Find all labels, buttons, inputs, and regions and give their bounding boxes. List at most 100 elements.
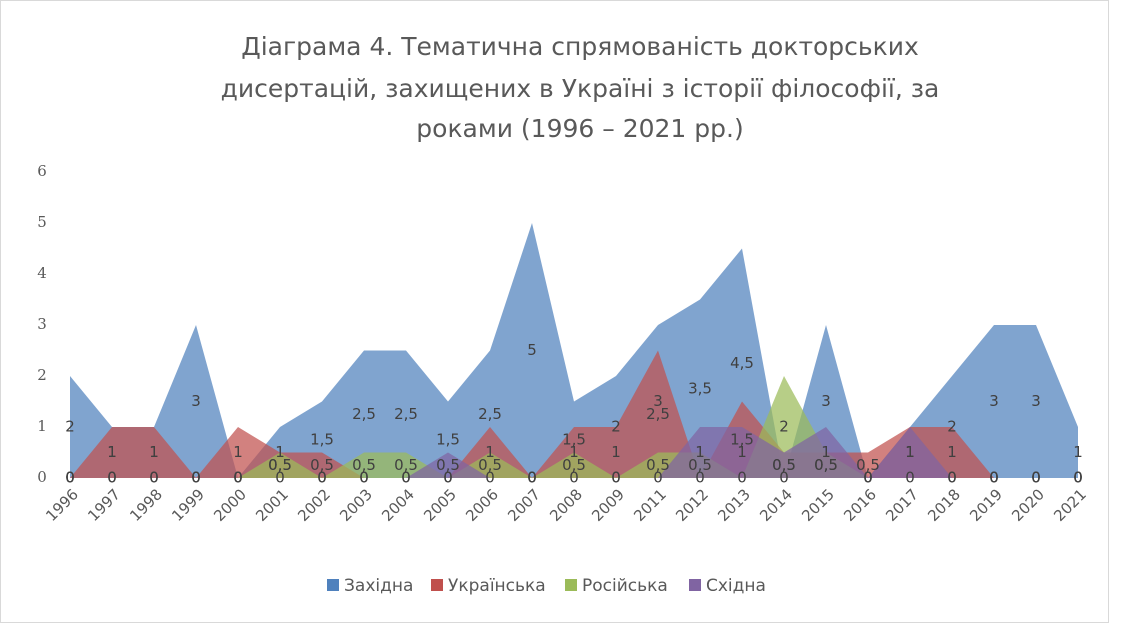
y-tick-label: 3 xyxy=(37,315,47,333)
data-label: 0 xyxy=(611,469,621,487)
data-label: 0 xyxy=(233,469,243,487)
data-label: 2,5 xyxy=(352,405,376,423)
data-label: 2 xyxy=(779,418,789,436)
data-label: 0 xyxy=(527,469,537,487)
y-tick-label: 6 xyxy=(37,162,47,180)
data-label: 0 xyxy=(527,469,537,487)
legend-swatch xyxy=(431,579,443,591)
data-label: 0 xyxy=(695,469,705,487)
data-label: 0 xyxy=(65,469,75,487)
data-label: 0 xyxy=(485,469,495,487)
data-label: 0 xyxy=(443,469,453,487)
data-label: 0 xyxy=(863,469,873,487)
data-label: 0 xyxy=(737,469,747,487)
data-label: 0,5 xyxy=(352,456,376,474)
data-label: 0 xyxy=(1031,469,1041,487)
data-label: 0,5 xyxy=(814,456,838,474)
data-label: 0 xyxy=(947,469,957,487)
data-label: 1,5 xyxy=(562,430,586,448)
data-label: 0,5 xyxy=(688,456,712,474)
data-label: 1 xyxy=(149,443,159,461)
data-label: 1,5 xyxy=(730,430,754,448)
data-label: 1 xyxy=(821,443,831,461)
data-label: 1 xyxy=(485,443,495,461)
data-label: 0,5 xyxy=(772,456,796,474)
data-label: 2 xyxy=(65,418,75,436)
data-label: 5 xyxy=(527,341,537,359)
legend-swatch xyxy=(565,579,577,591)
data-label: 0 xyxy=(401,469,411,487)
area xyxy=(70,427,1078,478)
data-label: 0 xyxy=(989,469,999,487)
legend-swatch xyxy=(689,579,701,591)
data-label: 0 xyxy=(611,469,621,487)
data-label: 0 xyxy=(149,469,159,487)
data-label: 0 xyxy=(989,469,999,487)
data-label: 0 xyxy=(779,469,789,487)
data-label: 2,5 xyxy=(394,405,418,423)
data-label: 0,5 xyxy=(562,456,586,474)
y-tick-label: 1 xyxy=(37,417,47,435)
data-label: 0 xyxy=(1073,469,1083,487)
legend-label: Західна xyxy=(344,576,413,596)
data-label: 0 xyxy=(653,469,663,487)
data-label: 0 xyxy=(191,469,201,487)
data-label: 1,5 xyxy=(436,430,460,448)
data-label: 4,5 xyxy=(730,354,754,372)
data-label: 3 xyxy=(1031,392,1041,410)
data-label: 1 xyxy=(107,443,117,461)
data-label: 0,5 xyxy=(646,456,670,474)
data-label: 0 xyxy=(317,469,327,487)
data-label: 3 xyxy=(821,392,831,410)
data-label: 0,5 xyxy=(268,456,292,474)
data-label: 1 xyxy=(1073,443,1083,461)
chart-title: Діаграма 4. Тематична спрямованість докт… xyxy=(241,32,919,61)
data-label: 0,5 xyxy=(436,456,460,474)
legend-label: Українська xyxy=(448,576,546,596)
data-label: 1 xyxy=(611,443,621,461)
chart-title: дисертацій, захищених в Україні з історі… xyxy=(221,74,940,103)
data-label: 3 xyxy=(653,392,663,410)
data-label: 0 xyxy=(233,469,243,487)
data-label: 0 xyxy=(275,469,285,487)
data-label: 0 xyxy=(317,469,327,487)
data-label: 0 xyxy=(863,469,873,487)
data-label: 1 xyxy=(947,443,957,461)
data-label: 1 xyxy=(737,443,747,461)
data-label: 0 xyxy=(947,469,957,487)
data-label: 1 xyxy=(905,443,915,461)
data-label: 1,5 xyxy=(310,430,334,448)
data-label: 0 xyxy=(65,469,75,487)
data-label: 0 xyxy=(1031,469,1041,487)
data-label: 2,5 xyxy=(478,405,502,423)
data-label: 0 xyxy=(107,469,117,487)
data-label: 0 xyxy=(989,469,999,487)
data-label: 1 xyxy=(569,443,579,461)
data-label: 1 xyxy=(905,443,915,461)
data-label: 2 xyxy=(611,418,621,436)
legend-label: Східна xyxy=(706,576,766,596)
data-label: 0,5 xyxy=(310,456,334,474)
data-label: 0 xyxy=(149,469,159,487)
data-label: 0,5 xyxy=(478,456,502,474)
data-label: 0,5 xyxy=(268,456,292,474)
data-label: 1 xyxy=(695,443,705,461)
y-tick-label: 2 xyxy=(37,366,47,384)
data-label: 1 xyxy=(107,443,117,461)
data-label: 0 xyxy=(359,469,369,487)
data-label: 0,5 xyxy=(772,456,796,474)
data-label: 3,5 xyxy=(688,379,712,397)
data-label: 1 xyxy=(905,443,915,461)
legend-label: Російська xyxy=(582,576,668,596)
data-label: 1 xyxy=(149,443,159,461)
data-label: 0 xyxy=(863,469,873,487)
data-label: 2,5 xyxy=(646,405,670,423)
data-label: 0,5 xyxy=(814,456,838,474)
data-label: 0 xyxy=(905,469,915,487)
data-label: 3 xyxy=(989,392,999,410)
data-label: 3 xyxy=(191,392,201,410)
data-label: 0 xyxy=(107,469,117,487)
data-label: 0 xyxy=(1031,469,1041,487)
